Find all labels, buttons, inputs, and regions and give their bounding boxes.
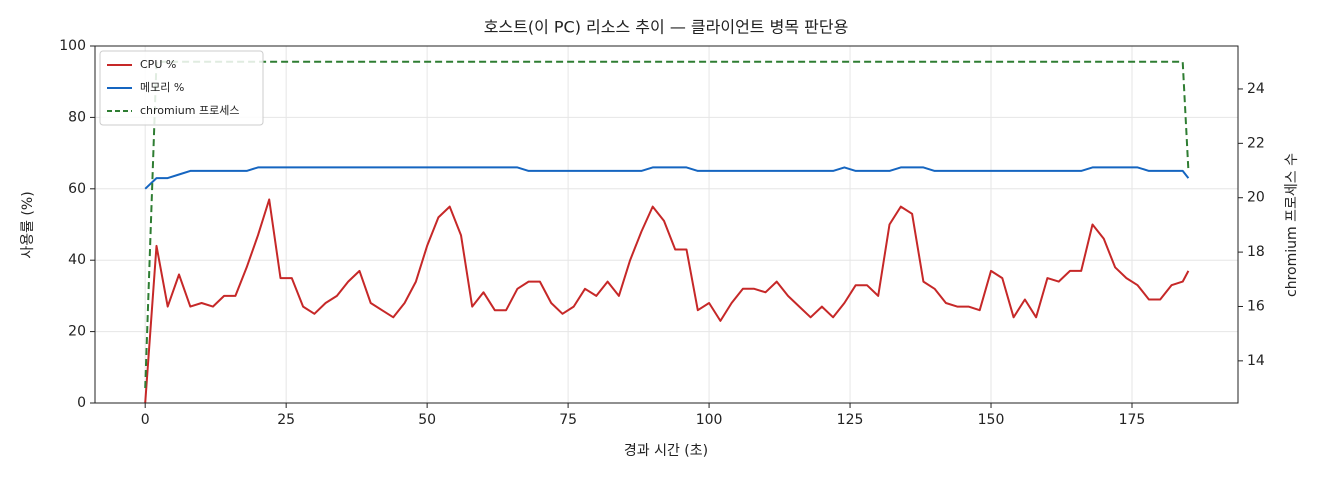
y-tick-label: 100: [59, 38, 86, 54]
x-tick-label: 75: [559, 412, 577, 428]
y-tick-label: 0: [77, 395, 86, 411]
x-tick-label: 0: [141, 412, 150, 428]
chart-title: 호스트(이 PC) 리소스 추이 — 클라이언트 병목 판단용: [484, 18, 849, 37]
legend-box: [99, 50, 264, 126]
x-tick-label: 100: [696, 412, 723, 428]
series-line: [144, 166, 1190, 190]
series-line: [144, 198, 1190, 404]
x-axis-label: 경과 시간 (초): [624, 443, 708, 459]
y2-tick-label: 24: [1247, 81, 1265, 97]
x-tick-label: 50: [418, 412, 436, 428]
y2-axis-label: chromium 프로세스 수: [1284, 153, 1300, 297]
plot-frame: [94, 45, 1239, 404]
y2-tick-label: 14: [1247, 353, 1265, 369]
legend-label: 메모리 %: [140, 81, 184, 94]
x-tick-label: 125: [837, 412, 864, 428]
y2-tick-label: 16: [1247, 298, 1265, 314]
y2-tick-label: 18: [1247, 244, 1265, 260]
y2-tick-label: 20: [1247, 190, 1265, 206]
y-axis-label: 사용률 (%): [20, 191, 36, 258]
y-tick-label: 60: [68, 181, 86, 197]
x-tick-label: 25: [277, 412, 295, 428]
y2-tick-label: 22: [1247, 135, 1265, 151]
y-tick-label: 20: [68, 324, 86, 340]
y-tick-label: 40: [68, 252, 86, 268]
legend-label: chromium 프로세스: [140, 104, 239, 117]
y-tick-label: 80: [68, 109, 86, 125]
legend-label: CPU %: [140, 58, 176, 71]
series-line: [144, 60, 1190, 389]
x-tick-label: 150: [978, 412, 1005, 428]
x-tick-label: 175: [1119, 412, 1146, 428]
